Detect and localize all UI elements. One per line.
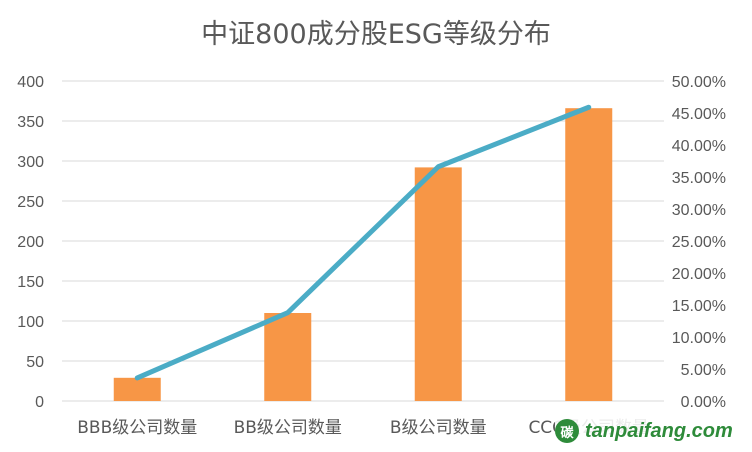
y2-axis-tick-label: 50.00% (672, 74, 726, 91)
y-axis-tick-label: 300 (17, 154, 44, 171)
bar (414, 167, 462, 401)
x-axis-tick-label: B级公司数量 (390, 418, 487, 438)
y-axis-tick-label: 100 (17, 314, 44, 331)
y2-axis-tick-label: 15.00% (672, 298, 726, 315)
chart-title: 中证800成分股ESG等级分布 (201, 19, 551, 50)
y2-axis-tick-label: 5.00% (681, 362, 726, 379)
bar (264, 313, 312, 401)
y-axis-tick-label: 50 (26, 354, 44, 371)
y2-axis-tick-label: 0.00% (681, 394, 726, 411)
y-axis-tick-label: 0 (35, 394, 44, 411)
y2-axis-tick-label: 40.00% (672, 138, 726, 155)
series-line (134, 104, 592, 381)
y2-axis-tick-label: 35.00% (672, 170, 726, 187)
y-axis-tick-label: 200 (17, 234, 44, 251)
watermark-logo-icon: 碳 (555, 419, 579, 443)
y2-axis-tick-label: 45.00% (672, 106, 726, 123)
y2-axis-tick-label: 10.00% (672, 330, 726, 347)
y-axis-tick-label: 150 (17, 274, 44, 291)
watermark-text: tanpaifang.com (585, 419, 733, 442)
bar (565, 108, 613, 401)
y-axis-tick-label: 250 (17, 194, 44, 211)
watermark: 碳 tanpaifang.com (555, 414, 745, 448)
y2-axis-tick-label: 30.00% (672, 202, 726, 219)
y-axis-tick-label: 400 (17, 74, 44, 91)
y-axis-tick-label: 350 (17, 114, 44, 131)
x-axis-tick-label: BB级公司数量 (234, 418, 342, 438)
bar (113, 377, 161, 401)
x-axis-tick-label: BBB级公司数量 (77, 418, 197, 438)
y2-axis-tick-label: 20.00% (672, 266, 726, 283)
y2-axis-tick-label: 25.00% (672, 234, 726, 251)
